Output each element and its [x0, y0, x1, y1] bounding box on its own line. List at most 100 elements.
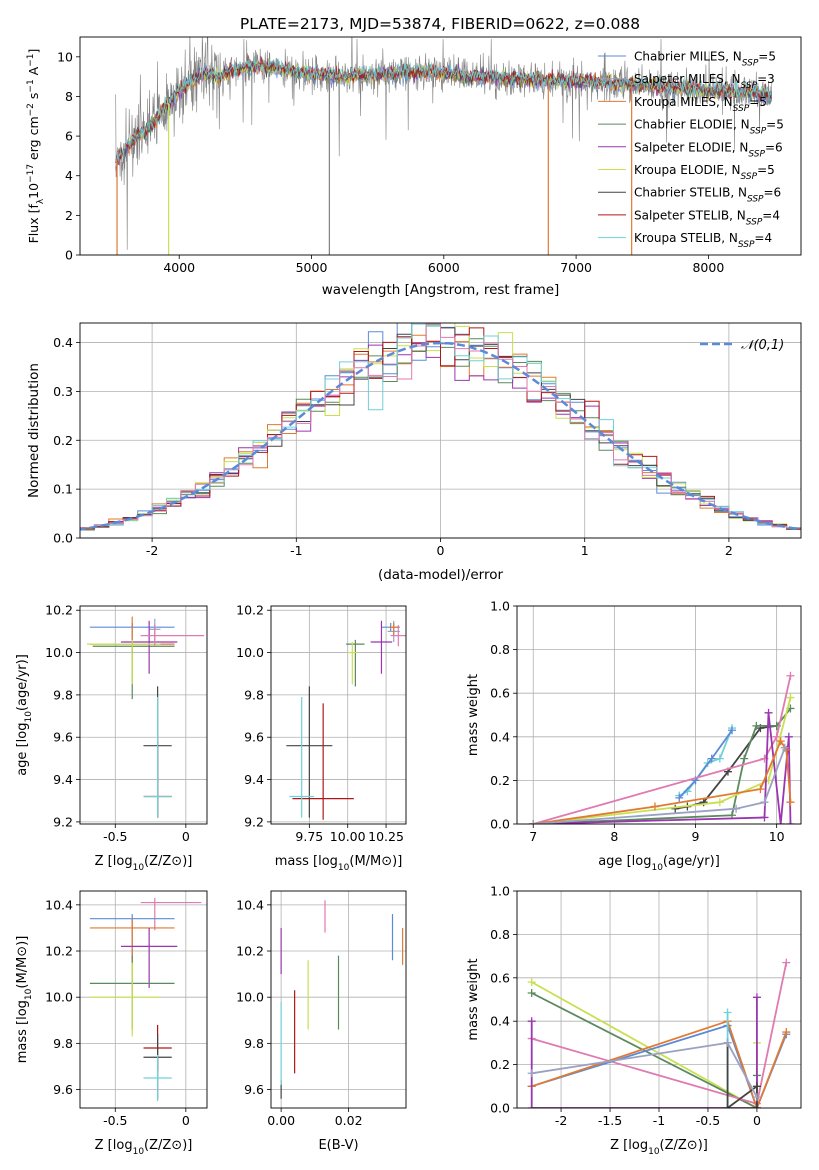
weight-series-point [671, 804, 680, 813]
x-axis-label-part: 10 [338, 863, 350, 873]
plot-area [280, 900, 404, 1099]
y-tick-label: 0.2 [53, 433, 73, 448]
y-tick-label: 0.4 [490, 1014, 510, 1029]
y-axis-label-part: 10 [24, 711, 34, 723]
x-axis-label-part: log [113, 1138, 133, 1153]
y-tick-label: 2 [65, 208, 73, 223]
legend-label-part: SSP [748, 149, 765, 159]
axes-frame [79, 36, 802, 256]
x-axis-label: Z [log10(Z/Z⊙)] [95, 854, 193, 873]
axes-frame [270, 605, 407, 825]
y-axis-label-part: −2 [26, 103, 36, 116]
legend-label-part: Kroupa MILES, N [634, 95, 733, 109]
x-tick-label: 10.00 [330, 829, 366, 844]
y-tick-label: 6 [65, 129, 73, 144]
x-axis-label-part: (Z/Z⊙)] [144, 854, 192, 869]
y-tick-label: 0.6 [490, 686, 510, 701]
x-tick-label: -0.5 [103, 1113, 127, 1128]
figure-title: PLATE=2173, MJD=53874, FIBERID=0622, z=0… [240, 15, 640, 33]
y-tick-label: 1.0 [490, 599, 510, 614]
x-axis-label: age [log10(age/yr)] [598, 854, 720, 873]
legend-label: Kroupa ELODIE, NSSP=5 [634, 163, 775, 182]
weight-series-point [776, 737, 785, 746]
legend-label: Kroupa MILES, NSSP=5 [634, 95, 767, 114]
weight-series-point [740, 754, 749, 763]
x-tick-label: 10.25 [368, 829, 404, 844]
legend-label-part: SSP [742, 59, 759, 69]
weight-series-point [715, 754, 724, 763]
legend-label: Salpeter STELIB, NSSP=4 [634, 208, 780, 227]
x-tick-label: 0.00 [267, 1113, 295, 1128]
histogram-step-line [80, 323, 801, 533]
y-axis-label-part: −1 [26, 79, 36, 92]
x-axis-label-part: (age/yr)] [663, 854, 720, 869]
plot-area [115, 37, 773, 255]
y-tick-label: 9.2 [53, 814, 73, 829]
legend-label: Chabrier MILES, NSSP=5 [634, 50, 776, 69]
y-tick-label: 0.2 [490, 1057, 510, 1072]
y-axis-label: Normed distribution [26, 363, 42, 498]
y-tick-label: 0.8 [490, 927, 510, 942]
y-axis-label-part: log [15, 1000, 30, 1020]
legend-label-part: SSP [750, 127, 767, 137]
weight-series-point [752, 1104, 761, 1108]
gaussian-curve [80, 341, 801, 531]
y-axis-label: mass [log10(M/M⊙)] [15, 936, 34, 1064]
y-tick-label: 9.6 [53, 1082, 73, 1097]
legend-label-part: Kroupa ELODIE, N [634, 163, 741, 177]
y-tick-label: 9.8 [53, 687, 73, 702]
x-tick-label: 1 [581, 543, 589, 558]
legend-label-part: =5 [749, 95, 767, 109]
legend-label-part: SSP [746, 217, 763, 227]
x-axis-label-part: mass [ [275, 854, 318, 869]
x-axis-label-part: age [ [598, 854, 631, 869]
legend-label-part: =6 [764, 186, 782, 200]
y-tick-label: 10.4 [236, 897, 264, 912]
x-tick-label: -0.5 [696, 1113, 720, 1128]
x-tick-label: 4000 [163, 260, 195, 275]
weight-series-point [776, 820, 785, 824]
y-axis-label-part: 10 [26, 183, 41, 199]
x-tick-label: -2 [555, 1113, 567, 1128]
y-tick-label: 4 [65, 168, 73, 183]
weight-series-point [529, 820, 538, 824]
y-axis-label-part: age [ [15, 742, 30, 775]
x-axis-label-part: log [628, 1138, 648, 1153]
spectrum-panel: 4000 5000 6000 7000 8000 0 2 4 6 8 10 wavelength [A… [26, 36, 802, 298]
legend-label: Salpeter ELODIE, NSSP=6 [634, 140, 783, 159]
mass-vs-ebv-panel: 0.00 0.02 9.6 9.8 10.0 10.2 10.4 E(B-V) [236, 890, 407, 1153]
legend-label-part: SSP [738, 240, 755, 250]
y-tick-label: 9.6 [244, 730, 264, 745]
x-axis-label-part: (Z/Z⊙)] [660, 1138, 708, 1153]
weight-series-point [780, 743, 789, 752]
weight-series-line [678, 727, 733, 797]
weight-series-point [723, 1038, 732, 1047]
y-tick-label: 1.0 [490, 884, 510, 899]
weight-series-point [723, 1008, 732, 1017]
legend-label-part: =5 [758, 50, 776, 64]
y-tick-label: 10.4 [45, 897, 73, 912]
x-tick-label: 2 [725, 543, 733, 558]
weight-series-point [675, 793, 684, 802]
plot-area [527, 958, 791, 1108]
x-tick-label: 10 [769, 829, 785, 844]
x-axis-label-part: Z [ [610, 1138, 628, 1153]
y-tick-label: 10.0 [45, 645, 73, 660]
x-tick-label: 0 [182, 829, 190, 844]
y-axis-label-part: ] [26, 49, 41, 54]
legend-label: Chabrier STELIB, NSSP=6 [634, 186, 781, 205]
x-tick-label: -1 [653, 1113, 665, 1128]
y-tick-label: 10.2 [45, 944, 73, 959]
legend-label-part: SSP [741, 172, 758, 182]
legend-label: Kroupa STELIB, NSSP=4 [634, 231, 772, 250]
y-tick-label: 0.0 [490, 817, 510, 832]
weight-series-point [786, 820, 795, 824]
x-axis-label-part: log [318, 854, 338, 869]
age-vs-mass-panel: 9.75 10.00 10.25 9.2 9.4 9.6 9.8 10.0 10.2 mass [… [236, 603, 407, 873]
x-axis-label-part: 10 [133, 863, 145, 873]
y-tick-label: 10.2 [45, 603, 73, 618]
axes-frame [516, 890, 802, 1109]
y-axis-label-part: λ [36, 198, 46, 204]
legend-label-part: =3 [757, 72, 775, 86]
